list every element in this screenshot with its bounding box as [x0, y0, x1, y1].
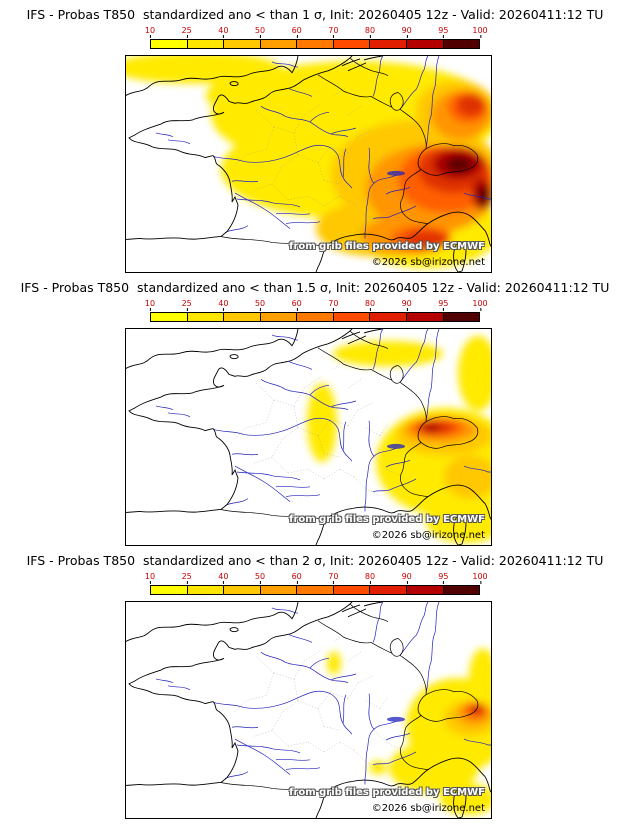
colorbar-segment — [296, 40, 333, 48]
colorbar-segment — [186, 586, 224, 594]
colorbar-segment — [332, 313, 370, 321]
colorbar-tick-label: 60 — [291, 572, 302, 584]
colorbar-tick-label: 25 — [181, 572, 192, 584]
panel-title: IFS - Probas T850 standardized ano < tha… — [26, 7, 604, 22]
colorbar-tick-label: 80 — [364, 299, 376, 311]
colorbar-bar — [150, 585, 480, 595]
colorbar-segment — [442, 40, 480, 48]
colorbar-tick-label: 60 — [291, 299, 302, 311]
colorbar-segment — [332, 586, 370, 594]
colorbar-segment — [151, 586, 187, 594]
colorbar-tick-label: 80 — [364, 26, 376, 38]
colorbar-segment — [405, 40, 443, 48]
colorbar-segment — [369, 313, 406, 321]
colorbar-tick-label: 10 — [144, 26, 156, 38]
colorbar-tick-label: 25 — [181, 26, 192, 38]
colorbar-segment — [405, 586, 443, 594]
colorbar-tick-label: 10 — [144, 572, 156, 584]
colorbar-bar — [150, 39, 480, 49]
colorbar-segment — [223, 313, 260, 321]
panel-1sigma: IFS - Probas T850 standardized ano < tha… — [0, 0, 630, 273]
colorbar-segment — [151, 313, 187, 321]
colorbar-tick-label: 100 — [472, 572, 488, 584]
colorbar-labels: 10 25 40 50 60 70 80 90 95 100 — [145, 26, 488, 38]
probability-colorbar: 10 25 40 50 60 70 80 90 95 100 — [145, 26, 488, 49]
colorbar-tick-label: 70 — [328, 26, 339, 38]
colorbar-segment — [332, 40, 370, 48]
colorbar-labels: 10 25 40 50 60 70 80 90 95 100 — [145, 572, 488, 584]
colorbar-tick-label: 50 — [254, 26, 266, 38]
colorbar-segment — [405, 313, 443, 321]
probability-shading — [307, 335, 491, 544]
colorbar-segment — [186, 40, 224, 48]
panel-title: IFS - Probas T850 standardized ano < tha… — [26, 553, 604, 568]
colorbar-tick-label: 50 — [254, 299, 266, 311]
map-1p5sigma: from grib files provided by ECMWF ©2026 … — [125, 328, 492, 546]
colorbar-tick-label: 40 — [218, 26, 229, 38]
map-svg — [126, 329, 491, 545]
map-2sigma: from grib files provided by ECMWF ©2026 … — [125, 601, 492, 819]
colorbar-tick-label: 70 — [328, 299, 339, 311]
map-1sigma: from grib files provided by ECMWF ©2026 … — [125, 55, 492, 273]
map-svg — [126, 602, 491, 818]
colorbar-tick-label: 60 — [291, 26, 302, 38]
colorbar-tick-label: 40 — [218, 572, 229, 584]
colorbar-tick-label: 25 — [181, 299, 192, 311]
credit-text: from grib files provided by ECMWF — [289, 514, 485, 525]
colorbar-tick-label: 100 — [472, 299, 488, 311]
probability-colorbar: 10 25 40 50 60 70 80 90 95 100 — [145, 572, 488, 595]
colorbar-segment — [259, 586, 297, 594]
panel-2sigma: IFS - Probas T850 standardized ano < tha… — [0, 546, 630, 819]
colorbar-tick-label: 10 — [144, 299, 156, 311]
colorbar-tick-label: 95 — [438, 26, 449, 38]
probability-shading — [126, 56, 491, 269]
colorbar-segment — [223, 586, 260, 594]
probability-colorbar: 10 25 40 50 60 70 80 90 95 100 — [145, 299, 488, 322]
panel-1p5sigma: IFS - Probas T850 standardized ano < tha… — [0, 273, 630, 546]
copyright-text: ©2026 sb@irizone.net — [371, 530, 485, 541]
copyright-text: ©2026 sb@irizone.net — [371, 257, 485, 268]
colorbar-segment — [259, 313, 297, 321]
colorbar-segment — [369, 40, 406, 48]
colorbar-tick-label: 90 — [401, 572, 412, 584]
colorbar-segment — [369, 586, 406, 594]
colorbar-tick-label: 95 — [438, 299, 449, 311]
colorbar-tick-label: 95 — [438, 572, 449, 584]
credit-text: from grib files provided by ECMWF — [289, 787, 485, 798]
colorbar-segment — [151, 40, 187, 48]
colorbar-bar — [150, 312, 480, 322]
colorbar-tick-label: 40 — [218, 299, 229, 311]
colorbar-tick-label: 70 — [328, 572, 339, 584]
colorbar-segment — [442, 586, 480, 594]
colorbar-segment — [186, 313, 224, 321]
copyright-text: ©2026 sb@irizone.net — [371, 803, 485, 814]
credit-text: from grib files provided by ECMWF — [289, 241, 485, 252]
map-svg — [126, 56, 491, 272]
colorbar-segment — [223, 40, 260, 48]
colorbar-segment — [296, 313, 333, 321]
colorbar-tick-label: 90 — [401, 299, 412, 311]
colorbar-tick-label: 90 — [401, 26, 412, 38]
panel-title: IFS - Probas T850 standardized ano < tha… — [20, 280, 610, 295]
colorbar-tick-label: 80 — [364, 572, 376, 584]
colorbar-segment — [442, 313, 480, 321]
colorbar-segment — [296, 586, 333, 594]
colorbar-labels: 10 25 40 50 60 70 80 90 95 100 — [145, 299, 488, 311]
colorbar-tick-label: 50 — [254, 572, 266, 584]
colorbar-segment — [259, 40, 297, 48]
colorbar-tick-label: 100 — [472, 26, 488, 38]
